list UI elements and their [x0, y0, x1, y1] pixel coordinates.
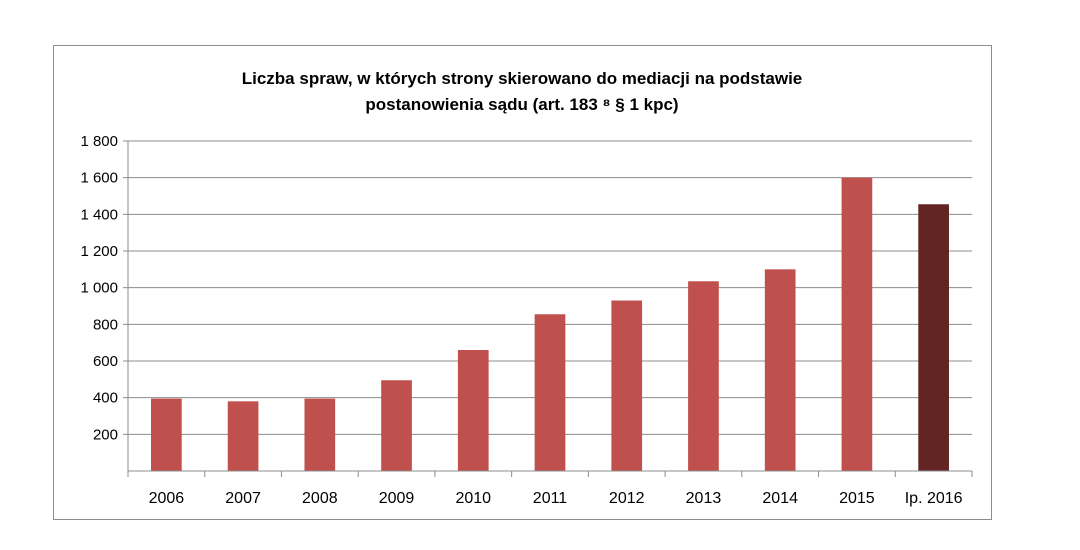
x-tick-label: 2008 [302, 490, 338, 507]
x-tick-label: 2014 [762, 490, 798, 507]
y-tick-labels: 200 400 600 800 1 000 1 200 1 400 1 600 1 800 [80, 133, 118, 443]
x-tick-labels: 2006 2007 2008 2009 2010 2011 2012 2013 2014 2015… [149, 490, 963, 507]
x-tick-label: 2012 [609, 490, 645, 507]
chart-frame: Liczba spraw, w których strony skierowan… [53, 45, 992, 520]
bar-2013 [688, 281, 719, 471]
y-tick-label: 1 200 [80, 243, 118, 260]
bar-2007 [227, 401, 259, 471]
axes [127, 141, 973, 477]
bar-2015 [841, 177, 873, 471]
bars [151, 177, 949, 471]
chart-svg: Liczba spraw, w których strony skierowan… [80, 69, 973, 507]
bar-2011 [534, 314, 566, 471]
bar-2008 [304, 398, 336, 471]
bar-2014 [764, 269, 796, 471]
y-tick-label: 1 600 [80, 170, 118, 187]
bar-2006 [151, 398, 182, 471]
y-tick-label: 400 [93, 390, 118, 407]
bar-2009 [381, 380, 412, 471]
y-tick-label: 1 000 [80, 280, 118, 297]
x-tick-label: 2007 [225, 490, 261, 507]
y-tick-label: 600 [93, 353, 118, 370]
y-tick-label: 1 800 [80, 133, 118, 150]
x-tick-label: 2009 [379, 490, 415, 507]
bar-ip-2016 [918, 204, 949, 471]
x-tick-label: 2015 [839, 490, 875, 507]
y-tick-label: 1 400 [80, 206, 118, 223]
y-tick-label: 800 [93, 316, 118, 333]
chart-title: Liczba spraw, w których strony skierowan… [242, 69, 803, 114]
chart-title-line-2: postanowienia sądu (art. 183 ⁸ § 1 kpc) [365, 95, 678, 114]
x-tick-label: 2013 [686, 490, 722, 507]
chart-title-line-1: Liczba spraw, w których strony skierowan… [242, 69, 803, 88]
x-tick-label: 2010 [455, 490, 491, 507]
x-tick-label: Ip. 2016 [905, 490, 963, 507]
x-tick-label: 2011 [533, 490, 568, 507]
y-tick-label: 200 [93, 426, 118, 443]
x-tick-label: 2006 [149, 490, 185, 507]
bar-2010 [457, 350, 489, 471]
bar-2012 [611, 300, 643, 471]
